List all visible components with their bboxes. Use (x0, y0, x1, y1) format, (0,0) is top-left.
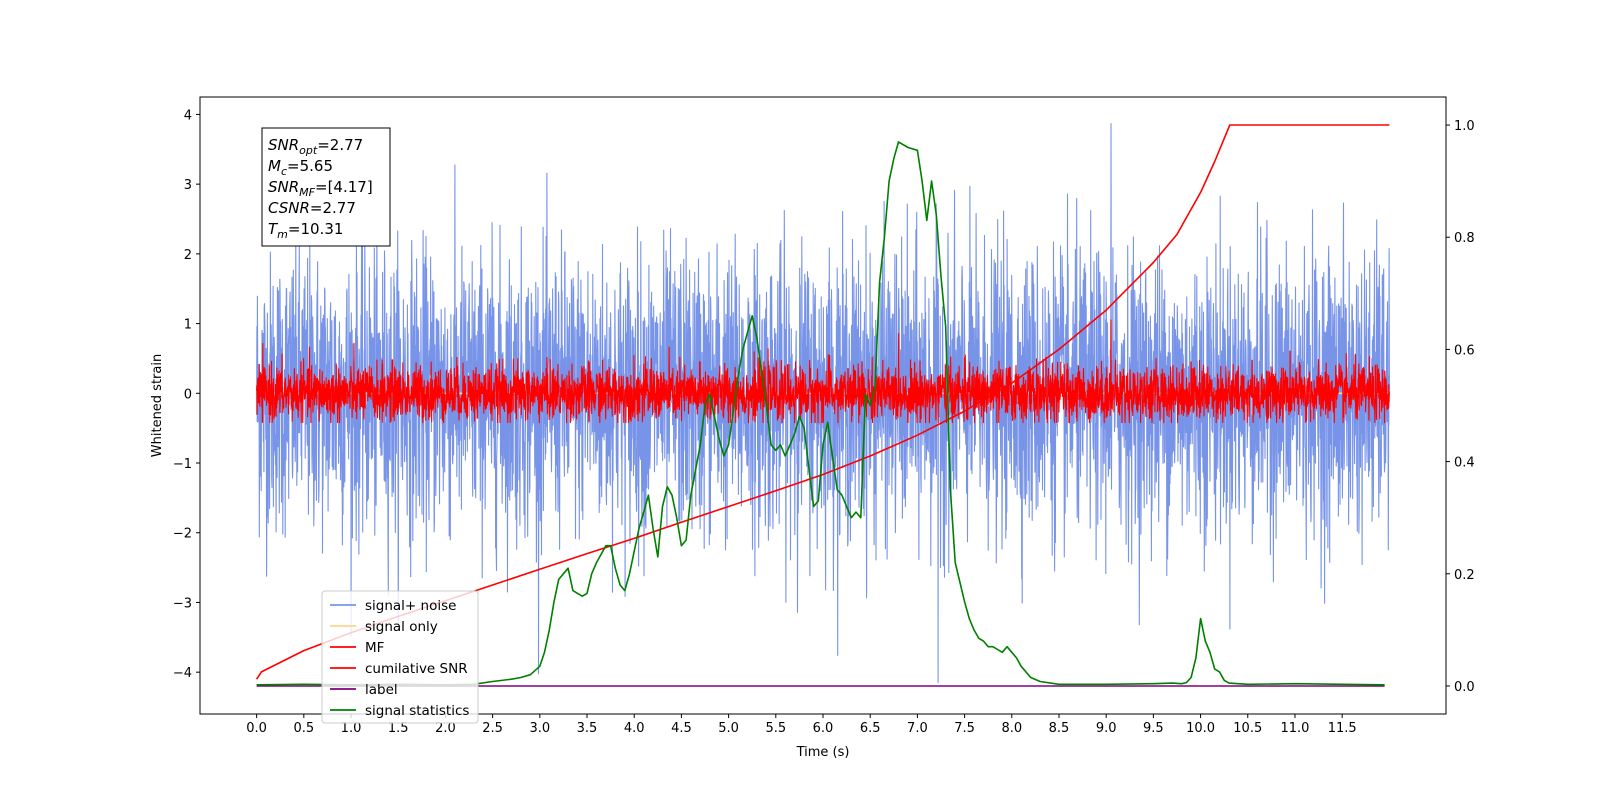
x-tick-label: 6.0 (813, 721, 834, 736)
x-tick-label: 3.5 (577, 721, 598, 736)
x-tick-label: 7.5 (954, 721, 975, 736)
x-tick-label: 5.0 (718, 721, 739, 736)
stats-box-frame (261, 127, 391, 247)
y-tick-label: −2 (173, 527, 192, 542)
x-tick-label: 11.0 (1280, 721, 1309, 736)
y-tick-label: −1 (173, 457, 192, 472)
x-tick-label: 10.5 (1233, 721, 1262, 736)
stat-line: CSNR=2.77 (268, 199, 356, 217)
y-tick-label: −4 (173, 666, 192, 681)
x-tick-label: 8.0 (1001, 721, 1022, 736)
x-tick-label: 7.0 (907, 721, 928, 736)
x-tick-label: 2.0 (435, 721, 456, 736)
x-tick-label: 10.0 (1186, 721, 1215, 736)
legend-entry: cumilative SNR (365, 661, 468, 677)
y2-tick-label: 0.4 (1454, 456, 1475, 471)
x-tick-label: 0.5 (293, 721, 314, 736)
y2-tick-label: 1.0 (1454, 119, 1475, 134)
x-axis-label: Time (s) (796, 745, 850, 760)
y2-tick-label: 0.0 (1454, 680, 1475, 695)
x-tick-label: 5.5 (765, 721, 786, 736)
y-tick-label: 3 (184, 178, 192, 193)
x-tick-label: 8.5 (1049, 721, 1070, 736)
legend-entry: signal+ noise (365, 598, 456, 614)
x-tick-label: 1.0 (341, 721, 362, 736)
x-tick-label: 0.0 (246, 721, 267, 736)
stat-line: SNRMF=[4.17] (268, 178, 373, 199)
y-tick-label: 0 (184, 387, 192, 402)
y-tick-label: 1 (184, 318, 192, 333)
stat-line: Mc=5.65 (268, 157, 333, 178)
stat-line: SNRopt=2.77 (268, 136, 363, 157)
x-tick-label: 2.5 (482, 721, 503, 736)
ticks-layer: 0.0 0.5 1.0 1.5 2.0 2.5 3.0 3.5 4.0 4.5 5.0 5.5 6.0 6… (173, 108, 1475, 736)
stat-line: Tm=10.31 (268, 220, 343, 241)
legend: signal+ noise signal only MF cumilative SNR… (321, 590, 479, 724)
x-tick-label: 6.5 (860, 721, 881, 736)
x-tick-label: 1.5 (388, 721, 409, 736)
x-tick-label: 4.5 (671, 721, 692, 736)
legend-frame (321, 590, 479, 724)
y2-tick-label: 0.6 (1454, 343, 1475, 358)
series-signal-statistics (256, 141, 1385, 686)
y2-tick-label: 0.8 (1454, 231, 1475, 246)
legend-entry: label (365, 682, 398, 698)
x-tick-label: 9.0 (1096, 721, 1117, 736)
legend-entry: MF (365, 640, 384, 656)
y-axis-label: Whitened strain (150, 354, 165, 457)
legend-entry: signal statistics (365, 703, 469, 719)
x-tick-label: 4.0 (624, 721, 645, 736)
y2-tick-label: 0.2 (1454, 568, 1475, 583)
x-tick-label: 11.5 (1328, 721, 1357, 736)
y-tick-label: 4 (184, 108, 192, 123)
x-tick-label: 9.5 (1143, 721, 1164, 736)
series-mf (256, 319, 1390, 424)
y-tick-label: 2 (184, 248, 192, 263)
x-tick-label: 3.0 (529, 721, 550, 736)
y-tick-label: −3 (173, 596, 192, 611)
legend-entry: signal only (365, 619, 438, 635)
